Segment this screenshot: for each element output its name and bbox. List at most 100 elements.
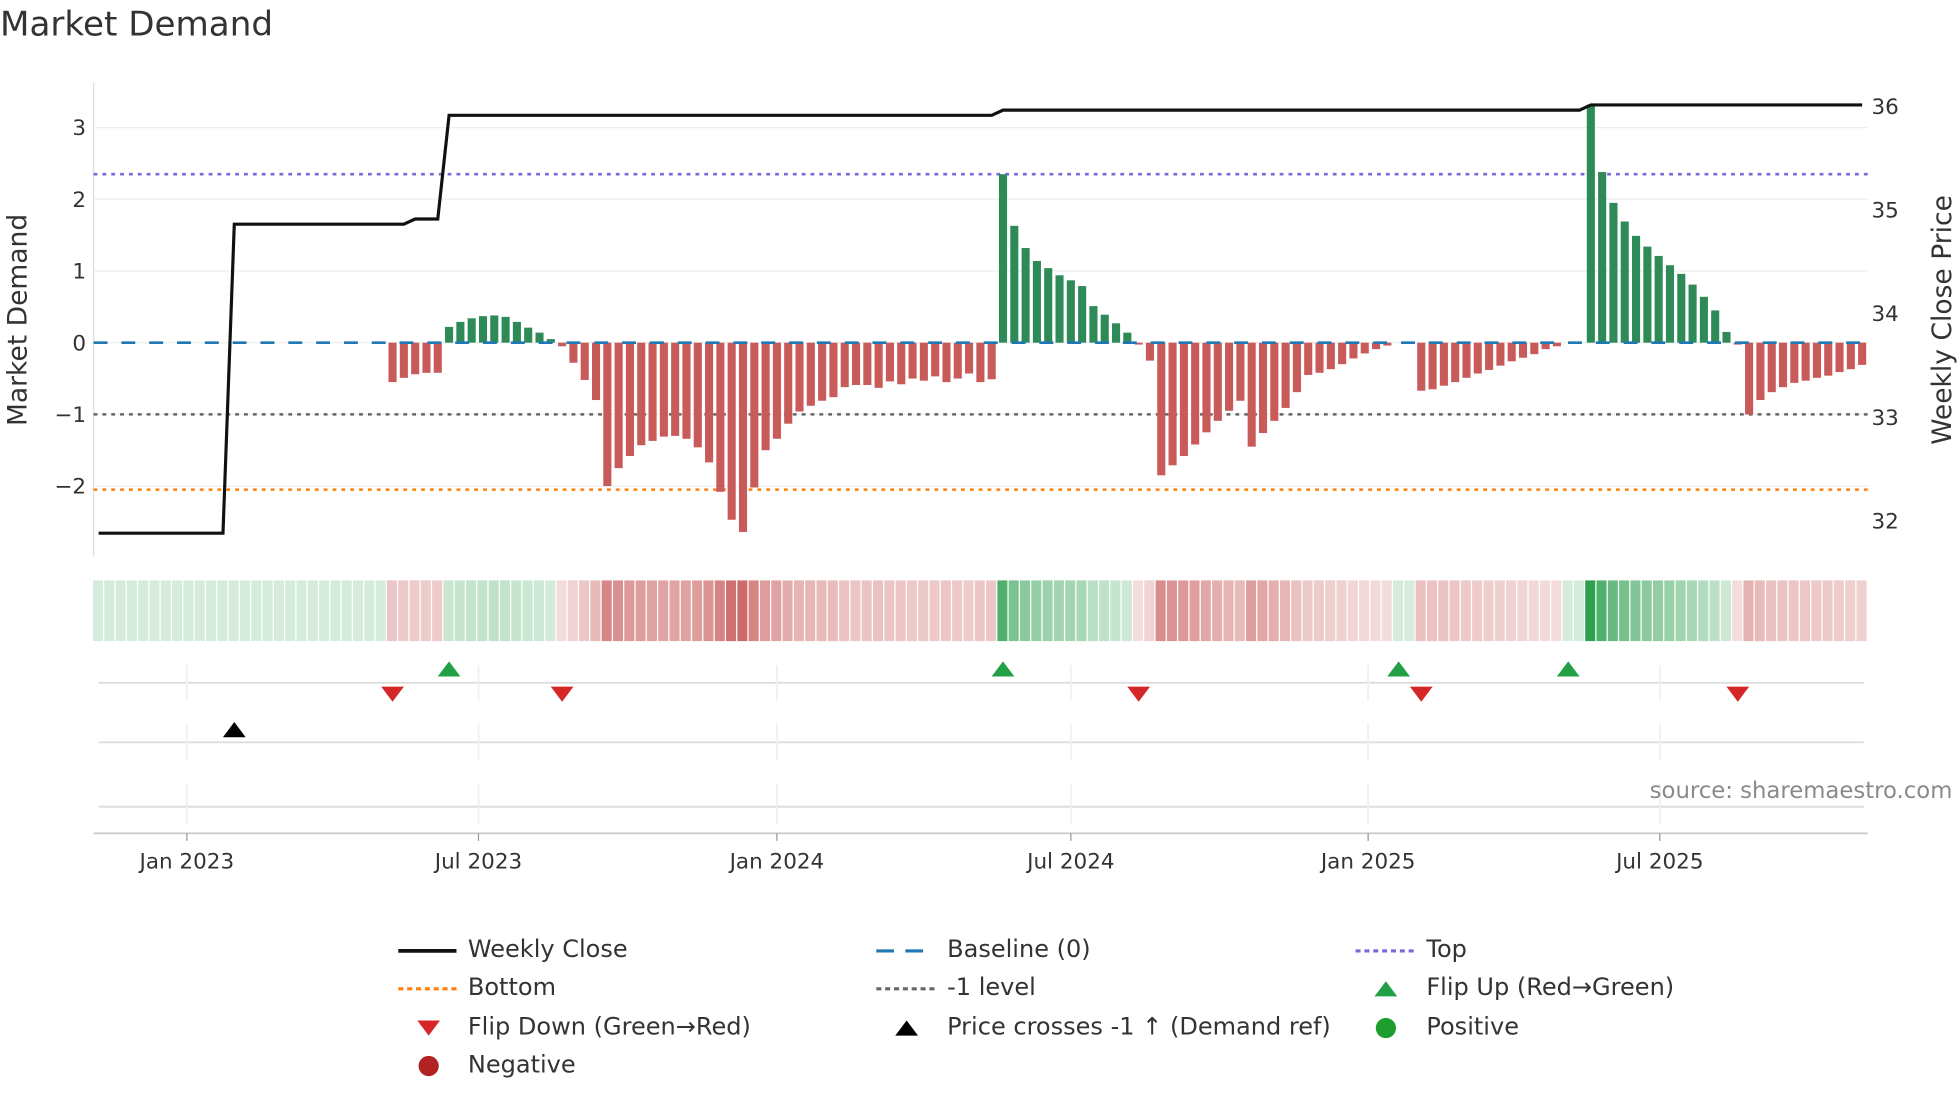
demand-bar: [512, 321, 521, 343]
demand-bar: [1722, 331, 1731, 343]
demand-bar: [1055, 275, 1064, 343]
heat-cell: [1426, 580, 1437, 642]
heat-cell: [1404, 580, 1415, 642]
heat-cell: [1381, 580, 1392, 642]
heat-cell: [409, 580, 420, 642]
demand-bar: [1315, 342, 1324, 373]
demand-bar: [750, 342, 759, 488]
heat-cell: [1494, 580, 1505, 642]
flip-up-marker: [1556, 661, 1580, 677]
x-tick-label: Jul 2023: [433, 850, 522, 875]
y-tick-label: 0: [72, 331, 86, 356]
legend-label: Negative: [467, 1050, 576, 1079]
demand-bar: [727, 342, 736, 520]
y2-tick-label: 35: [1871, 198, 1898, 223]
demand-bar: [1326, 342, 1335, 370]
flip-down-marker: [381, 686, 404, 702]
demand-bar: [456, 321, 465, 343]
heat-cell: [895, 580, 906, 642]
heat-cell: [1370, 580, 1381, 642]
heat-cell: [759, 580, 770, 642]
heat-cell: [827, 580, 838, 642]
heat-cell: [669, 580, 680, 642]
demand-bar: [818, 342, 827, 401]
heat-cell: [149, 580, 160, 642]
heat-cell: [1065, 580, 1076, 642]
heat-cell: [601, 580, 612, 642]
heat-cell: [861, 580, 872, 642]
y2-tick-label: 32: [1871, 510, 1898, 535]
demand-bar: [1270, 342, 1279, 421]
demand-bar: [1496, 342, 1505, 366]
demand-bar: [716, 342, 725, 492]
flip-down-marker: [550, 686, 574, 702]
heat-cell: [974, 580, 985, 642]
demand-bar: [1824, 342, 1833, 376]
heat-cell: [714, 580, 725, 642]
demand-bar: [1428, 342, 1437, 390]
heat-cell: [285, 580, 296, 642]
heat-cell: [726, 580, 737, 642]
x-tick-label: Jul 2024: [1025, 850, 1114, 875]
demand-bar: [1598, 172, 1607, 343]
heat-cell: [115, 580, 126, 642]
heat-cell: [352, 580, 364, 642]
heat-cell: [1585, 580, 1596, 642]
heat-cell: [929, 580, 940, 642]
demand-bar: [1338, 342, 1347, 365]
heat-cell: [692, 580, 703, 642]
demand-bar: [738, 342, 748, 532]
legend-label: Bottom: [467, 973, 557, 1002]
heat-cell: [1212, 580, 1223, 642]
heat-cell: [1709, 580, 1720, 642]
heat-cell: [1619, 580, 1630, 642]
heat-cell: [522, 580, 533, 642]
weekly-close-line: [98, 103, 1863, 535]
heat-cell: [1347, 580, 1358, 642]
heat-cell: [228, 580, 239, 642]
heat-cell: [319, 580, 330, 642]
demand-bar: [885, 342, 895, 382]
heat-cell: [1506, 580, 1517, 642]
demand-bar: [976, 342, 985, 383]
demand-bar: [445, 326, 454, 343]
demand-bar: [1281, 342, 1290, 408]
demand-bar: [1778, 342, 1788, 388]
demand-bar: [659, 342, 668, 437]
heat-cell: [92, 580, 104, 642]
demand-bar: [1304, 342, 1313, 375]
heat-cell: [1019, 580, 1030, 642]
heat-cell: [1788, 580, 1799, 642]
heat-cell: [1121, 580, 1132, 642]
demand-bar: [614, 342, 623, 469]
heat-cell: [330, 580, 341, 642]
heat-cell: [1743, 580, 1754, 642]
heat-cell: [1845, 580, 1856, 642]
heat-cell: [1472, 580, 1483, 642]
heat-cell: [1053, 580, 1064, 642]
demand-bar: [1846, 342, 1855, 370]
demand-bar: [1507, 342, 1516, 362]
demand-bar: [1191, 342, 1200, 445]
demand-bar: [1711, 310, 1720, 343]
demand-bar: [625, 342, 634, 456]
heat-cell: [1313, 580, 1324, 642]
demand-bar: [388, 342, 397, 383]
heat-cell: [1754, 580, 1765, 642]
demand-bar: [1010, 225, 1019, 343]
demand-bar: [953, 342, 962, 379]
heat-cell: [748, 580, 759, 642]
demand-bar: [1258, 342, 1268, 434]
demand-bar: [535, 332, 544, 343]
flip-up-marker: [991, 661, 1015, 677]
flip-down-marker: [1409, 686, 1433, 702]
demand-bar: [682, 342, 691, 439]
demand-bar: [569, 342, 578, 363]
heat-cell: [997, 580, 1008, 642]
heat-cell: [1822, 580, 1833, 642]
heat-cell: [1641, 580, 1652, 642]
heat-cell: [1630, 580, 1641, 642]
heat-cell: [432, 580, 443, 642]
chart-title: Market Demand: [0, 5, 274, 45]
heat-cell: [1133, 580, 1144, 642]
